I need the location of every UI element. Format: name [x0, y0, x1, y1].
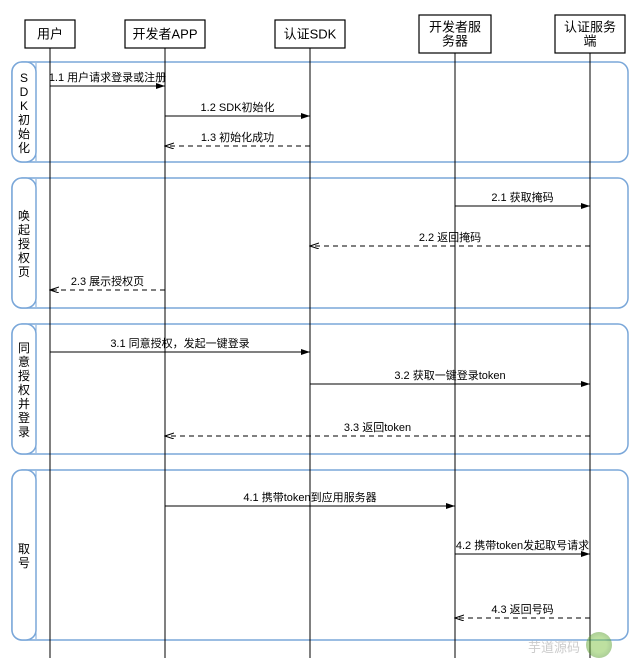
svg-text:务器: 务器 [442, 34, 468, 49]
svg-text:K: K [20, 99, 28, 113]
svg-text:3.1 同意授权，发起一键登录: 3.1 同意授权，发起一键登录 [110, 336, 249, 350]
svg-text:起: 起 [18, 223, 30, 237]
svg-text:端: 端 [583, 34, 596, 49]
svg-text:开发者APP: 开发者APP [132, 27, 197, 42]
svg-text:意: 意 [18, 354, 30, 369]
svg-text:录: 录 [18, 425, 30, 439]
svg-text:认证SDK: 认证SDK [284, 27, 337, 42]
svg-text:化: 化 [18, 141, 30, 155]
svg-text:同: 同 [18, 341, 30, 355]
svg-text:授: 授 [18, 236, 30, 251]
svg-text:号: 号 [18, 556, 30, 570]
svg-text:1.1 用户请求登录或注册: 1.1 用户请求登录或注册 [49, 70, 166, 84]
svg-text:4.2 携带token发起取号请求: 4.2 携带token发起取号请求 [456, 538, 589, 552]
svg-text:认证服务: 认证服务 [564, 20, 616, 35]
svg-text:S: S [20, 71, 28, 85]
svg-text:登: 登 [18, 410, 30, 425]
svg-text:初: 初 [18, 113, 30, 127]
svg-text:2.3 展示授权页: 2.3 展示授权页 [71, 274, 144, 288]
svg-text:2.1 获取掩码: 2.1 获取掩码 [491, 190, 553, 204]
svg-text:2.2 返回掩码: 2.2 返回掩码 [419, 230, 481, 244]
svg-text:1.3 初始化成功: 1.3 初始化成功 [201, 130, 274, 144]
svg-text:唤: 唤 [18, 209, 30, 223]
svg-text:3.2 获取一键登录token: 3.2 获取一键登录token [394, 368, 505, 382]
watermark-text: 芋道源码 [528, 637, 580, 656]
svg-text:权: 权 [18, 383, 30, 397]
svg-text:取: 取 [18, 542, 30, 556]
svg-text:4.1 携带token到应用服务器: 4.1 携带token到应用服务器 [243, 490, 376, 504]
watermark-logo [586, 632, 612, 658]
svg-text:D: D [20, 85, 29, 99]
svg-text:页: 页 [18, 265, 30, 279]
svg-text:3.3 返回token: 3.3 返回token [344, 421, 411, 434]
svg-text:并: 并 [18, 397, 30, 411]
svg-text:授: 授 [18, 368, 30, 383]
svg-text:1.2 SDK初始化: 1.2 SDK初始化 [201, 100, 275, 114]
svg-text:用户: 用户 [37, 27, 63, 42]
svg-text:始: 始 [18, 127, 30, 141]
svg-text:4.3 返回号码: 4.3 返回号码 [491, 603, 553, 616]
sequence-diagram: SDK初始化唤起授权页同意授权并登录取号1.1 用户请求登录或注册1.2 SDK… [0, 0, 640, 664]
svg-text:开发者服: 开发者服 [429, 20, 481, 35]
svg-text:权: 权 [18, 251, 30, 265]
